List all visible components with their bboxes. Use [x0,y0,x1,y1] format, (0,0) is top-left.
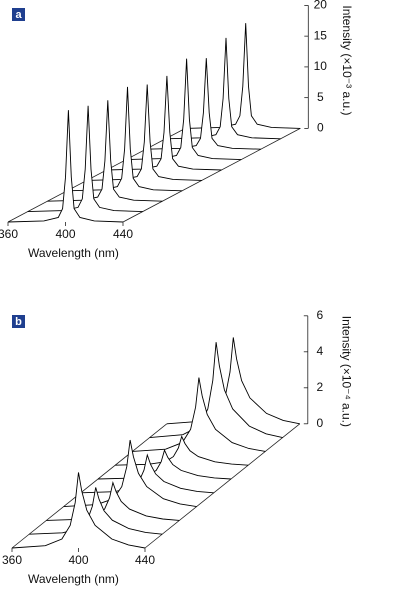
spectrum-fill [145,58,261,150]
spectrum-fill [8,110,123,222]
y-tick-label: 6 [316,308,323,322]
x-axis-label: Wavelength (nm) [28,572,119,586]
spectrum-fill [115,436,249,466]
spectrum [11,472,146,549]
x-tick-label: 360 [2,553,22,567]
x-axis-label: Wavelength (nm) [28,246,119,260]
y-tick-label: 0 [317,121,324,135]
panel-tag-box [12,315,25,328]
panel-tag: a [15,9,22,21]
spectrum-fill [47,100,163,202]
x-tick-label: 360 [0,227,18,241]
spectrum-fill [80,455,214,493]
spectrum-fill [67,86,183,191]
spectrum [7,110,124,223]
spectrum-fill [165,37,281,139]
y-axis-label: Intensity (×10⁻³ a.u.) [340,5,354,115]
panel-tag: b [15,316,22,328]
spectrum-fill [132,377,266,452]
spectrum-fill [86,84,202,181]
spectrum-fill [126,58,242,160]
spectrum-fill [27,105,143,212]
y-tick-label: 15 [314,28,328,42]
spectrum-fill [106,75,222,170]
y-tick-label: 20 [314,0,328,12]
y-tick-label: 4 [316,344,323,358]
spectrum-fill [166,337,300,424]
x-tick-label: 400 [68,553,88,567]
spectrum-fill [12,472,145,548]
panel-tag-box [12,8,25,21]
spectrum-fill [46,482,180,521]
floor-edge [144,423,301,549]
spectrum-fill [149,342,283,438]
x-tick-label: 440 [135,553,155,567]
y-axis-label: Intensity (×10⁻⁴ a.u.) [340,316,354,427]
spectrum-fill [98,450,231,479]
y-tick-label: 5 [317,90,324,104]
x-tick-label: 440 [113,227,133,241]
y-tick-label: 2 [316,380,323,394]
y-tick-label: 0 [316,416,323,430]
x-tick-label: 400 [55,227,75,241]
floor-edge [122,128,301,223]
floor-edge [7,128,186,223]
y-tick-label: 10 [314,59,328,73]
floor-edge [11,423,168,549]
spectrum-fill [29,487,163,535]
spectrum-fill [63,440,197,507]
spectrum-fill [185,23,301,129]
